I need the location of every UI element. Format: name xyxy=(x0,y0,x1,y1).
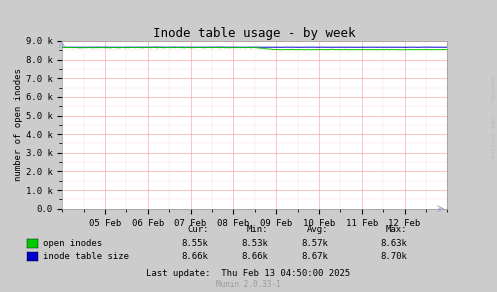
Text: Avg:: Avg: xyxy=(307,225,328,234)
Text: Munin 2.0.33-1: Munin 2.0.33-1 xyxy=(216,280,281,289)
Y-axis label: number of open inodes: number of open inodes xyxy=(14,68,23,181)
Text: Min:: Min: xyxy=(247,225,268,234)
Text: 8.66k: 8.66k xyxy=(182,252,209,261)
Text: 8.55k: 8.55k xyxy=(182,239,209,248)
Text: 8.57k: 8.57k xyxy=(301,239,328,248)
Text: Last update:  Thu Feb 13 04:50:00 2025: Last update: Thu Feb 13 04:50:00 2025 xyxy=(147,269,350,277)
Text: Max:: Max: xyxy=(386,225,408,234)
Title: Inode table usage - by week: Inode table usage - by week xyxy=(154,27,356,40)
Text: 8.63k: 8.63k xyxy=(381,239,408,248)
Text: 8.66k: 8.66k xyxy=(242,252,268,261)
Text: 8.70k: 8.70k xyxy=(381,252,408,261)
Text: 8.53k: 8.53k xyxy=(242,239,268,248)
Text: open inodes: open inodes xyxy=(43,239,102,248)
Text: RRDTOOL / TOBI OETIKER: RRDTOOL / TOBI OETIKER xyxy=(490,76,495,158)
Text: Cur:: Cur: xyxy=(187,225,209,234)
Text: 8.67k: 8.67k xyxy=(301,252,328,261)
Text: inode table size: inode table size xyxy=(43,252,129,261)
